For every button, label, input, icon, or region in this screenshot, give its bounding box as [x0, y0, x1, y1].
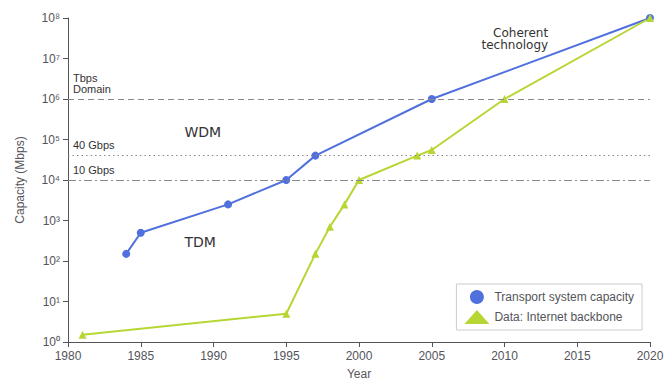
svg-text:WDM: WDM	[184, 124, 221, 140]
svg-text:10⁰: 10⁰	[43, 335, 60, 349]
svg-text:10⁷: 10⁷	[42, 52, 60, 66]
svg-text:Tbps: Tbps	[73, 71, 98, 84]
svg-text:1985: 1985	[127, 349, 154, 363]
svg-text:40 Gbps: 40 Gbps	[73, 139, 115, 151]
svg-text:10⁴: 10⁴	[41, 173, 60, 187]
svg-text:2015: 2015	[564, 349, 591, 363]
svg-text:1980: 1980	[55, 349, 82, 363]
svg-text:10³: 10³	[43, 214, 60, 228]
svg-text:Capacity (Mbps): Capacity (Mbps)	[13, 136, 27, 223]
svg-text:10⁶: 10⁶	[42, 92, 60, 106]
svg-text:2000: 2000	[346, 349, 373, 363]
svg-text:TDM: TDM	[183, 234, 215, 250]
svg-text:2020: 2020	[637, 349, 664, 363]
svg-text:10 Gbps: 10 Gbps	[73, 164, 115, 176]
svg-text:2010: 2010	[491, 349, 518, 363]
svg-text:1990: 1990	[200, 349, 227, 363]
svg-text:technology: technology	[482, 38, 549, 52]
svg-text:Transport system capacity: Transport system capacity	[494, 290, 634, 304]
svg-text:Year: Year	[347, 367, 371, 381]
svg-text:Data: Internet backbone: Data: Internet backbone	[494, 310, 622, 324]
svg-text:2005: 2005	[418, 349, 445, 363]
svg-text:Coherent: Coherent	[493, 26, 549, 41]
svg-text:10⁸: 10⁸	[42, 11, 60, 25]
svg-text:Domain: Domain	[73, 83, 111, 95]
svg-text:10¹: 10¹	[43, 295, 60, 309]
svg-text:10²: 10²	[43, 254, 60, 268]
svg-text:1995: 1995	[273, 349, 300, 363]
svg-text:10⁵: 10⁵	[42, 133, 60, 147]
